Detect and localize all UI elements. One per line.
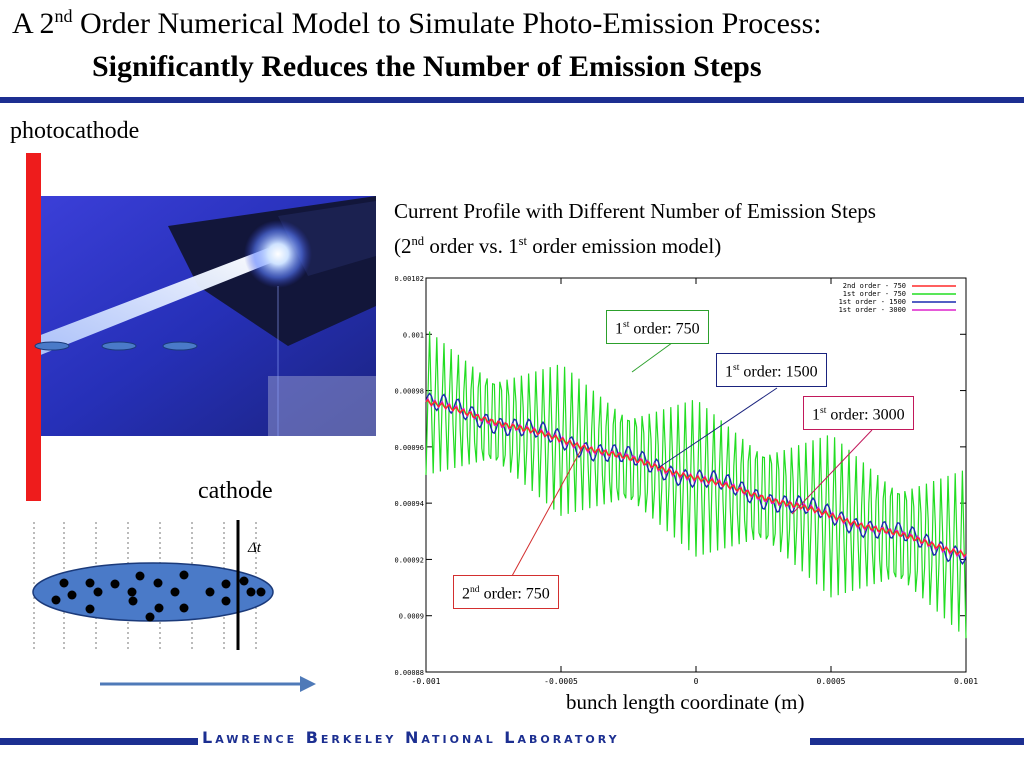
legend-entry: 2nd order - 750 bbox=[843, 282, 906, 290]
footer-bar-right bbox=[810, 738, 1024, 745]
title-suffix: Order Numerical Model to Simulate Photo-… bbox=[72, 7, 822, 40]
annotation-1st-3000: 1st order: 3000 bbox=[803, 396, 914, 431]
footer-bar-left bbox=[0, 738, 198, 745]
cathode-label: cathode bbox=[198, 478, 273, 504]
legend-entry: 1st order - 1500 bbox=[839, 298, 906, 306]
x-tick-label: -0.0005 bbox=[544, 677, 578, 686]
title-sup: nd bbox=[54, 6, 73, 26]
annotation-1st-750: 1st order: 750 bbox=[606, 310, 709, 345]
pointer-1st-750 bbox=[631, 339, 677, 373]
caption-sup1: nd bbox=[411, 234, 425, 248]
series-line-0 bbox=[425, 398, 967, 558]
pointer-1st-3000 bbox=[791, 429, 873, 515]
x-tick-label: 0.001 bbox=[954, 677, 978, 686]
caption-line2: (2nd order vs. 1st order emission model) bbox=[394, 226, 876, 261]
y-tick-label: 0.00088 bbox=[394, 669, 424, 677]
emission-bunch-diagram: Δt bbox=[32, 520, 274, 650]
photocathode-bar bbox=[26, 153, 41, 501]
annotation-2nd-750: 2nd order: 750 bbox=[453, 575, 559, 610]
photocathode-label: photocathode bbox=[10, 118, 140, 144]
caption-sup2: st bbox=[518, 234, 527, 248]
y-tick-label: 0.00098 bbox=[394, 388, 424, 396]
legend-entry: 1st order - 750 bbox=[843, 290, 906, 298]
title-divider bbox=[0, 97, 1024, 103]
annotation-pointers bbox=[511, 339, 873, 577]
pointer-2nd-750 bbox=[511, 447, 583, 577]
time-step-lines bbox=[33, 522, 257, 650]
caption-part-a: (2 bbox=[394, 234, 412, 258]
laser-photo bbox=[38, 196, 376, 436]
x-tick-label: 0 bbox=[694, 677, 699, 686]
slide-title-line1: A 2nd Order Numerical Model to Simulate … bbox=[12, 6, 822, 41]
y-tick-label: 0.0009 bbox=[399, 613, 424, 621]
y-tick-label: 0.00102 bbox=[394, 275, 424, 283]
title-prefix: A 2 bbox=[12, 7, 55, 40]
series-group bbox=[425, 331, 967, 639]
caption-part-c: order emission model) bbox=[526, 234, 722, 258]
bunch-ellipse-2 bbox=[101, 341, 137, 351]
y-tick-label: 0.00096 bbox=[394, 444, 424, 452]
x-tick-label: -0.001 bbox=[412, 677, 441, 686]
chart-caption: Current Profile with Different Number of… bbox=[394, 196, 876, 261]
electron-bunch-ellipses bbox=[34, 341, 198, 351]
annotation-1st-1500: 1st order: 1500 bbox=[716, 353, 827, 388]
legend-entry: 1st order - 3000 bbox=[839, 306, 906, 314]
caption-line1: Current Profile with Different Number of… bbox=[394, 199, 876, 223]
y-tick-label: 0.001 bbox=[403, 331, 424, 339]
x-axis-label: bunch length coordinate (m) bbox=[566, 690, 805, 714]
slide-title-line2: Significantly Reduces the Number of Emis… bbox=[92, 50, 762, 83]
pointer-1st-1500 bbox=[657, 387, 778, 469]
bunch-ellipse-1 bbox=[34, 341, 70, 351]
direction-arrow bbox=[100, 676, 316, 692]
y-tick-label: 0.00092 bbox=[394, 556, 424, 564]
lab-logo-text: Lawrence Berkeley National Laboratory bbox=[202, 728, 620, 747]
bunch-ellipse-3 bbox=[162, 341, 198, 351]
electron-dots bbox=[51, 570, 266, 622]
y-tick-label: 0.00094 bbox=[394, 500, 424, 508]
delta-t-label: Δt bbox=[247, 540, 262, 556]
series-line-1 bbox=[425, 331, 967, 639]
x-tick-label: 0.0005 bbox=[817, 677, 846, 686]
caption-part-b: order vs. 1 bbox=[424, 234, 519, 258]
